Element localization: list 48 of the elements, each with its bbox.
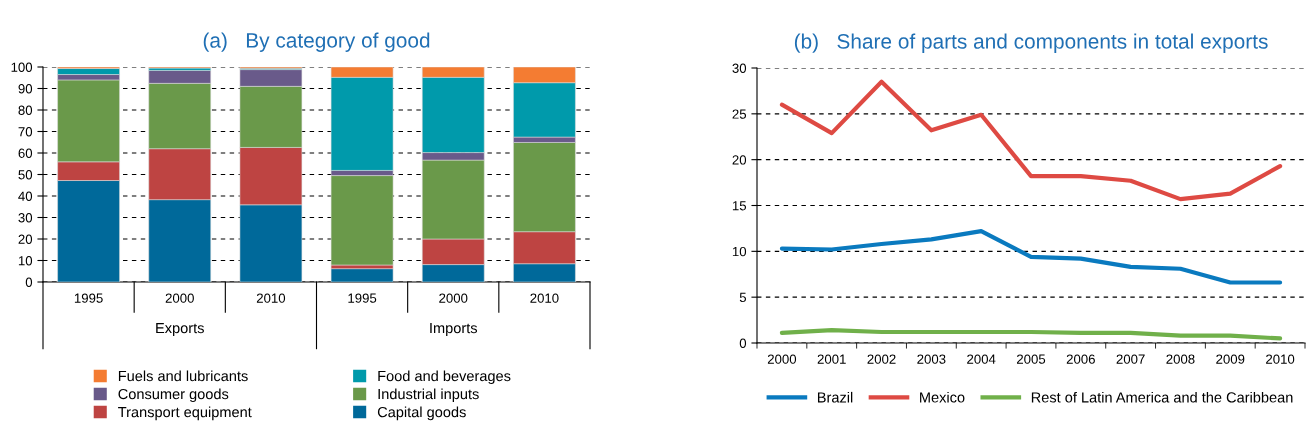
x-tick-label: 2010: [530, 293, 559, 303]
y-tick-label: 100: [11, 62, 33, 72]
x-tick-label: 2004: [967, 354, 996, 364]
y-tick-label: 30: [732, 63, 747, 73]
y-tick-label: 10: [732, 246, 747, 257]
y-tick-label: 25: [732, 109, 747, 119]
x-tick-label: 2002: [867, 354, 896, 364]
x-tick-label: 2006: [1066, 354, 1095, 364]
legend-label: Fuels and lubricants: [118, 370, 248, 382]
x-tick-label: 2003: [917, 354, 946, 364]
y-tick-label: 30: [18, 213, 33, 223]
legend-label: Rest of Latin America and the Caribbean: [1031, 391, 1293, 403]
y-tick-label: 50: [18, 170, 33, 180]
legend-label: Mexico: [920, 391, 965, 403]
y-tick-label: 60: [18, 148, 33, 158]
y-tick-label: 70: [18, 127, 33, 137]
y-tick-label: 15: [732, 201, 747, 211]
y-tick-label: 20: [732, 155, 747, 165]
x-tick-label: 2010: [1266, 354, 1295, 364]
y-tick-label: 20: [18, 234, 33, 244]
x-tick-label: 2008: [1166, 354, 1195, 364]
text: Exports: [156, 323, 204, 337]
chart-title: (a) By category of good: [203, 32, 430, 52]
y-tick-label: 90: [18, 84, 33, 94]
y-tick-label: 0: [25, 277, 33, 287]
chart-title: (b) Share of parts and components in total exports: [794, 33, 1268, 53]
x-tick-label: 2009: [1216, 354, 1245, 364]
x-tick-label: 2007: [1116, 354, 1145, 364]
legend-label: Industrial inputs: [378, 388, 479, 403]
x-tick-label: 2000: [439, 293, 468, 303]
x-tick-label: 2000: [165, 293, 194, 303]
legend-label: Food and beverages: [378, 370, 511, 385]
y-tick-label: 80: [18, 105, 33, 115]
x-tick-label: 2001: [817, 354, 846, 364]
y-tick-label: 40: [18, 191, 33, 201]
y-tick-label: 0: [739, 338, 747, 348]
x-tick-label: 1995: [348, 293, 377, 303]
y-tick-label: 10: [18, 256, 33, 266]
x-tick-label: 1995: [74, 293, 103, 303]
y-tick-label: 5: [739, 292, 747, 303]
legend-label: Consumer goods: [118, 388, 229, 403]
legend-label: Brazil: [817, 391, 853, 403]
x-tick-label: 2010: [256, 293, 286, 303]
x-tick-label: 2005: [1016, 354, 1046, 364]
text: Imports: [430, 323, 478, 337]
legend-label: Transport equipment: [118, 406, 252, 421]
legend-label: Capital goods: [377, 406, 466, 421]
x-tick-label: 2000: [767, 354, 797, 364]
